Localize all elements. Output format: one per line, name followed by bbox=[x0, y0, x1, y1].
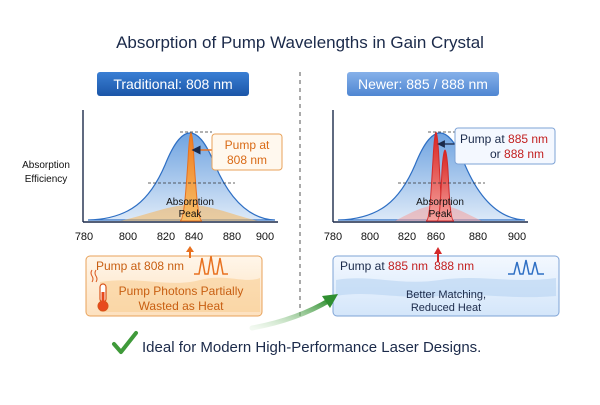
left-peak-label-line2: Peak bbox=[179, 209, 203, 220]
right-tick-800: 800 bbox=[361, 231, 379, 243]
y-axis-label-line1: Absorption bbox=[22, 160, 70, 171]
right-box-text-line2: Reduced Heat bbox=[411, 302, 481, 314]
left-callout-line2: 808 nm bbox=[227, 153, 267, 167]
right-callout-box bbox=[454, 127, 556, 165]
right-peak-label-line2: Peak bbox=[429, 209, 453, 220]
right-mini-spectrum bbox=[508, 259, 544, 275]
green-arrowhead bbox=[322, 294, 338, 308]
left-tick-820: 820 bbox=[157, 231, 175, 243]
left-mini-spectrum bbox=[194, 255, 228, 275]
left-tick-840: 840 bbox=[185, 231, 203, 243]
right-tick-860: 860 bbox=[427, 231, 445, 243]
diagram-title: Absorption of Pump Wavelengths in Gain C… bbox=[116, 33, 484, 52]
left-box-text-line2: Wasted as Heat bbox=[139, 299, 225, 313]
right-tick-820: 820 bbox=[398, 231, 416, 243]
footer-text: Ideal for Modern High-Performance Laser … bbox=[142, 339, 481, 356]
checkmark-icon bbox=[112, 331, 138, 354]
left-peak-label-line1: Absorption bbox=[166, 197, 214, 208]
left-heat-wave bbox=[100, 277, 260, 312]
right-box-pump-label: Pump at 885 nm 888 nm bbox=[340, 259, 474, 273]
left-tick-800: 800 bbox=[119, 231, 137, 243]
left-tick-780: 780 bbox=[75, 231, 93, 243]
left-tick-880: 880 bbox=[223, 231, 241, 243]
left-header-text: Traditional: 808 nm bbox=[113, 76, 232, 92]
left-panel: Traditional: 808 nm Absorption Efficienc… bbox=[22, 72, 283, 317]
left-header-badge bbox=[97, 72, 249, 96]
right-callout-line2: or 888 nm bbox=[490, 147, 544, 161]
left-pump-peak bbox=[179, 132, 203, 222]
left-box-text-line1: Pump Photons Partially bbox=[119, 284, 244, 298]
right-panel: Newer: 885 / 888 nm Pump at 885 nm or 88… bbox=[324, 72, 560, 317]
y-axis-label-line2: Efficiency bbox=[25, 174, 68, 185]
left-callout-line1: Pump at bbox=[225, 138, 270, 152]
green-transition-arrow bbox=[249, 297, 333, 331]
heat-squiggle-icon bbox=[90, 269, 98, 283]
right-pump-arrowhead bbox=[434, 247, 442, 254]
right-header-badge bbox=[347, 72, 499, 96]
right-tick-780: 780 bbox=[324, 231, 342, 243]
right-callout-line1: Pump at 885 nm bbox=[460, 132, 548, 146]
left-callout-box bbox=[211, 133, 283, 171]
left-box-pump-label: Pump at 808 nm bbox=[96, 259, 184, 273]
right-peak-label-line1: Absorption bbox=[416, 197, 464, 208]
right-tick-880: 880 bbox=[469, 231, 487, 243]
left-pump-arrowhead bbox=[186, 246, 194, 252]
right-pump-peak-888 bbox=[436, 149, 455, 222]
left-absorption-curve bbox=[87, 132, 276, 221]
right-header-text: Newer: 885 / 888 nm bbox=[358, 76, 488, 92]
right-matching-wave bbox=[336, 278, 556, 298]
right-tick-900: 900 bbox=[508, 231, 526, 243]
right-box-text-line1: Better Matching, bbox=[406, 289, 486, 301]
thermometer-icon bbox=[97, 283, 109, 312]
left-tick-900: 900 bbox=[256, 231, 274, 243]
